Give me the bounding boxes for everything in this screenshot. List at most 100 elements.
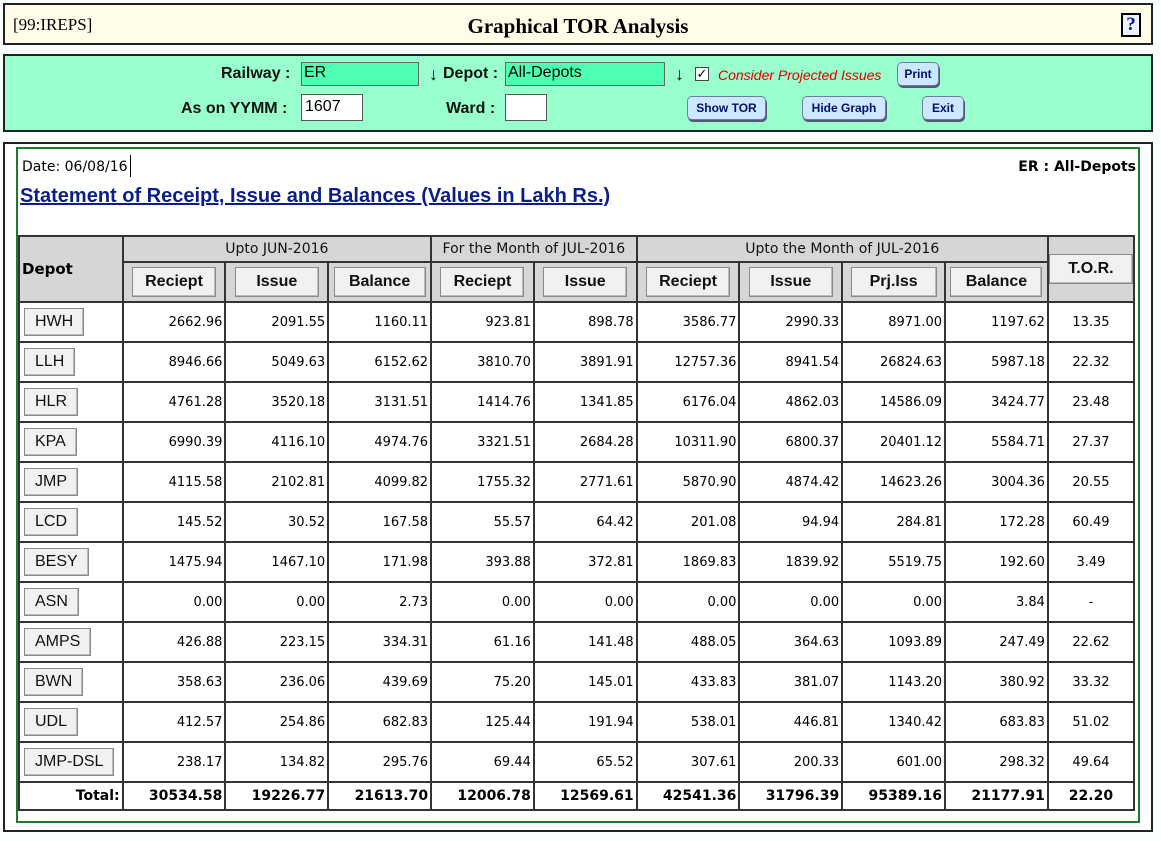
value-cell: 14623.26	[841, 461, 947, 503]
depot-button[interactable]: ASN	[24, 588, 79, 616]
value-cell: 6152.62	[327, 341, 433, 383]
statement-title: Statement of Receipt, Issue and Balances…	[20, 185, 611, 207]
depot-cell: BESY	[18, 541, 124, 583]
tor-cell: 22.62	[1046, 621, 1136, 663]
column-sort-button[interactable]: Balance	[333, 267, 426, 297]
hide-graph-button[interactable]: Hide Graph	[802, 96, 886, 120]
subheader-cell: Issue	[532, 261, 638, 303]
column-sort-button[interactable]: Issue	[234, 267, 319, 297]
column-sort-button[interactable]: Prj.Iss	[850, 267, 937, 297]
subheader-cell: Reciept	[635, 261, 741, 303]
subheader-cell: Issue	[738, 261, 844, 303]
value-cell: 26824.63	[841, 341, 947, 383]
value-cell: 69.44	[430, 741, 535, 783]
value-cell: 3321.51	[430, 421, 535, 463]
depot-cell: HWH	[18, 301, 124, 343]
value-cell: 8941.54	[738, 341, 844, 383]
print-button[interactable]: Print	[897, 62, 939, 86]
group-header-upto-jun: Upto JUN-2016	[121, 235, 433, 263]
value-cell: 284.81	[841, 501, 947, 543]
report-frame: Date: 06/08/16 ER : All-Depots Statement…	[16, 147, 1140, 823]
depot-button[interactable]: BESY	[24, 548, 89, 576]
report-scope: ER : All-Depots	[1018, 159, 1136, 175]
column-sort-button[interactable]: Reciept	[646, 267, 731, 297]
asonyymm-input[interactable]: 1607	[301, 94, 363, 121]
value-cell: 4974.76	[327, 421, 433, 463]
value-cell: 94.94	[738, 501, 844, 543]
depot-button[interactable]: JMP	[24, 468, 78, 496]
depot-column-header: Depot	[18, 235, 124, 303]
value-cell: 75.20	[430, 661, 535, 703]
exit-button[interactable]: Exit	[922, 96, 964, 120]
value-cell: 2990.33	[738, 301, 844, 343]
value-cell: 393.88	[430, 541, 535, 583]
value-cell: 191.94	[532, 701, 638, 743]
help-button[interactable]: ?	[1121, 13, 1141, 37]
value-cell: 1839.92	[738, 541, 844, 583]
value-cell: 358.63	[121, 661, 227, 703]
depot-select[interactable]: All-Depots ↓	[505, 62, 684, 86]
depot-button[interactable]: BWN	[24, 668, 84, 696]
depot-cell: BWN	[18, 661, 124, 703]
column-sort-button[interactable]: Issue	[748, 267, 833, 297]
total-tor-cell: 22.20	[1046, 781, 1136, 811]
value-cell: 10311.90	[635, 421, 741, 463]
depot-button[interactable]: HLR	[24, 388, 79, 416]
column-sort-button[interactable]: Issue	[543, 267, 628, 297]
show-tor-button[interactable]: Show TOR	[687, 96, 766, 120]
depot-button[interactable]: JMP-DSL	[24, 748, 115, 776]
value-cell: 5987.18	[944, 341, 1049, 383]
value-cell: 125.44	[430, 701, 535, 743]
depot-select-value: All-Depots	[508, 64, 582, 81]
value-cell: 426.88	[121, 621, 227, 663]
value-cell: 134.82	[224, 741, 330, 783]
statement-table: Depot Upto JUN-2016 For the Month of JUL…	[18, 235, 1136, 811]
report-date: Date: 06/08/16	[22, 159, 128, 175]
value-cell: 1475.94	[121, 541, 227, 583]
value-cell: 2102.81	[224, 461, 330, 503]
column-sort-button[interactable]: Balance	[950, 267, 1043, 297]
value-cell: 61.16	[430, 621, 535, 663]
table-row: HWH 2662.96 2091.55 1160.11 923.81 898.78 3586…	[18, 301, 1136, 343]
value-cell: 381.07	[738, 661, 844, 703]
value-cell: 1340.42	[841, 701, 947, 743]
depot-button[interactable]: LLH	[24, 348, 76, 376]
depot-button[interactable]: HWH	[24, 308, 85, 336]
value-cell: 0.00	[430, 581, 535, 623]
depot-cell: ASN	[18, 581, 124, 623]
subheader-row: Reciept Issue Balance Reciept Issue Reciept Is…	[19, 261, 1134, 303]
tor-header-cell: T.O.R.	[1046, 235, 1136, 303]
value-cell: 0.00	[532, 581, 638, 623]
value-cell: 3004.36	[944, 461, 1049, 503]
projected-issues-checkbox[interactable]: ✓	[695, 66, 709, 81]
value-cell: 141.48	[532, 621, 638, 663]
value-cell: 3520.18	[224, 381, 330, 423]
tor-cell: 22.32	[1046, 341, 1136, 383]
value-cell: 3424.77	[944, 381, 1049, 423]
value-cell: 1467.10	[224, 541, 330, 583]
value-cell: 5519.75	[841, 541, 947, 583]
dropdown-arrow-icon: ↓	[675, 64, 684, 84]
value-cell: 433.83	[635, 661, 741, 703]
ward-input[interactable]	[505, 94, 547, 121]
depot-button[interactable]: LCD	[24, 508, 79, 536]
depot-button[interactable]: UDL	[24, 708, 79, 736]
value-cell: 1093.89	[841, 621, 947, 663]
depot-button[interactable]: AMPS	[24, 628, 92, 656]
railway-select[interactable]: ER ↓	[301, 62, 438, 86]
total-value-cell: 42541.36	[635, 781, 741, 811]
value-cell: 1197.62	[944, 301, 1049, 343]
value-cell: 167.58	[327, 501, 433, 543]
depot-cell: JMP-DSL	[18, 741, 124, 783]
tor-sort-button[interactable]: T.O.R.	[1048, 254, 1133, 284]
column-sort-button[interactable]: Reciept	[132, 267, 217, 297]
value-cell: 2091.55	[224, 301, 330, 343]
depot-button[interactable]: KPA	[24, 428, 77, 456]
value-cell: 4115.58	[121, 461, 227, 503]
total-value-cell: 19226.77	[224, 781, 330, 811]
table-row: LLH 8946.66 5049.63 6152.62 3810.70 3891.91 12…	[18, 341, 1136, 383]
value-cell: 439.69	[327, 661, 433, 703]
value-cell: 307.61	[635, 741, 741, 783]
value-cell: 8971.00	[841, 301, 947, 343]
column-sort-button[interactable]: Reciept	[440, 267, 525, 297]
